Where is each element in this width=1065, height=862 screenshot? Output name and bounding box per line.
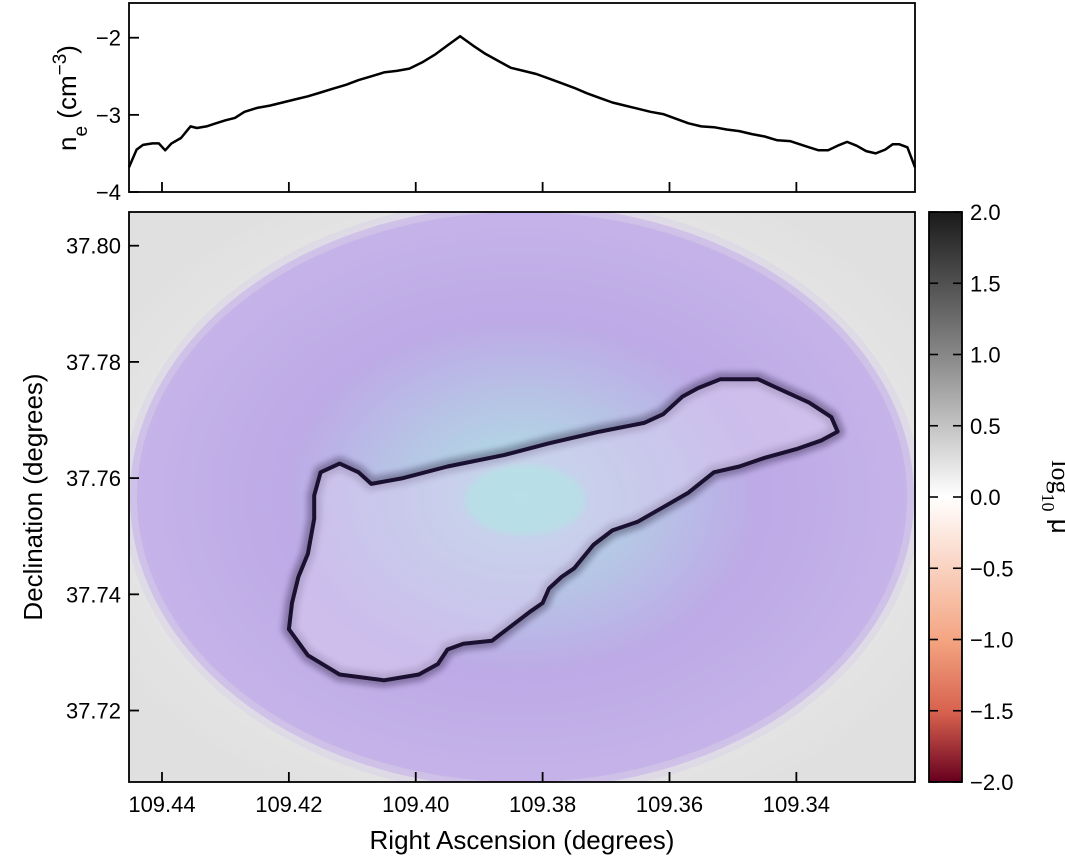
ylabel-sub: e <box>71 126 92 137</box>
colorbar-tick-label: −1.0 <box>970 628 1013 653</box>
ylabel-unit-close: ) <box>52 45 82 54</box>
colorbar-label: log10 μ <box>1038 460 1065 533</box>
colorbar-tick-label: 0.0 <box>970 485 1001 510</box>
colorbar-tick-label: 2.0 <box>970 200 1001 225</box>
colorbar-ticks: 2.0 1.5 1.0 0.5 0.0 −0.5 −1.0 −1.5 −2.0 <box>929 200 1013 795</box>
colorbar-tick-label: −2.0 <box>970 770 1013 795</box>
main-ytick-label: 37.78 <box>66 350 121 375</box>
main-ytick-label: 37.74 <box>66 582 121 607</box>
top-y-ticks: −2 −3 −4 <box>96 26 139 205</box>
top-ytick-label: −3 <box>96 103 121 128</box>
main-ytick-label: 37.76 <box>66 466 121 491</box>
ylabel-sup: −3 <box>50 54 71 76</box>
colorbar-tick-label: 1.0 <box>970 343 1001 368</box>
x-axis-label: Right Ascension (degrees) <box>370 825 675 855</box>
main-ytick-label: 37.80 <box>66 234 121 259</box>
colorbar-tick-label: 1.5 <box>970 271 1001 296</box>
y-axis-label: Declination (degrees) <box>18 373 48 620</box>
main-xtick-label: 109.38 <box>509 792 576 817</box>
central-highlight <box>465 465 585 535</box>
critical-curve-region <box>286 377 840 683</box>
main-xtick-label: 109.34 <box>763 792 830 817</box>
main-ytick-label: 37.72 <box>66 699 121 724</box>
top-x-ticks <box>161 182 798 192</box>
heatmap-image <box>129 212 915 782</box>
top-ytick-label: −4 <box>96 180 121 205</box>
top-panel: −2−3−4 ne (cm−3) <box>50 2 917 205</box>
colorbar-label-base: log <box>1046 460 1065 493</box>
main-xtick-label: 109.42 <box>255 792 322 817</box>
top-ytick-label: −2 <box>96 26 121 51</box>
main-x-ticks: 109.44 109.42 109.40 109.38 109.36 109.34 <box>128 772 830 817</box>
colorbar-label-sub: 10 <box>1038 494 1058 512</box>
colorbar: 2.0 1.5 1.0 0.5 0.0 −0.5 −1.0 −1.5 −2.0 log10 μ <box>928 200 1065 795</box>
main-xtick-label: 109.44 <box>128 792 195 817</box>
main-axes-frame <box>128 211 916 783</box>
ylabel-base: n <box>52 137 82 151</box>
main-xtick-label: 109.40 <box>382 792 449 817</box>
colorbar-label-symbol: μ <box>1046 512 1065 534</box>
main-panel: 109.44 109.42 109.40 109.38 109.36 109.34 37.… <box>18 211 916 855</box>
colorbar-tick-label: 0.5 <box>970 414 1001 439</box>
colorbar-tick-label: −1.5 <box>970 699 1013 724</box>
main-xtick-label: 109.36 <box>636 792 703 817</box>
top-axes-frame <box>128 2 916 193</box>
colorbar-tick-label: −0.5 <box>970 556 1013 581</box>
ne-profile-line <box>127 34 917 168</box>
ylabel-unit-open: (cm <box>52 75 82 126</box>
main-y-ticks: 37.72 37.74 37.76 37.78 37.80 <box>66 234 139 724</box>
field-halo <box>129 212 915 782</box>
top-y-axis-label: ne (cm−3) <box>50 45 92 151</box>
